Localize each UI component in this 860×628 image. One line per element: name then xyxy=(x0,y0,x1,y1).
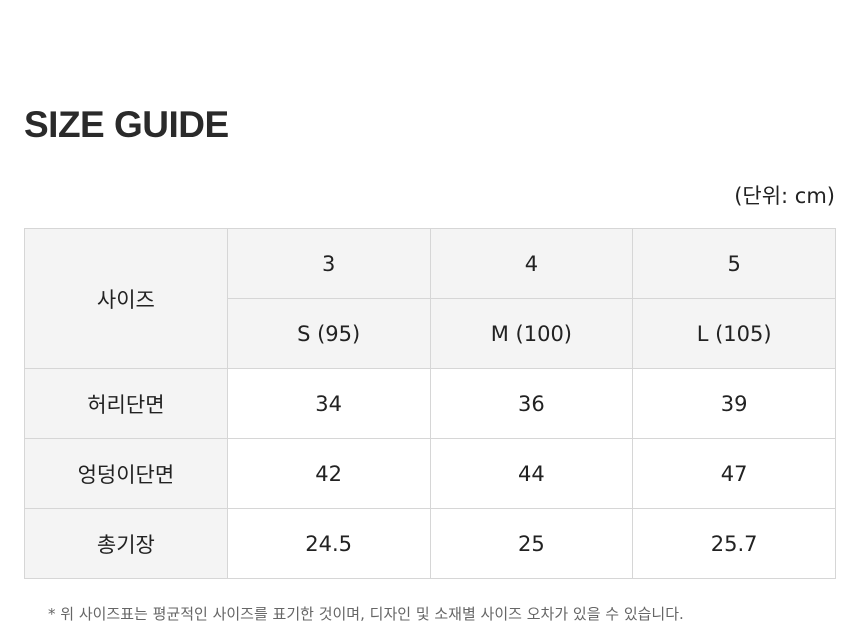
note: * 위 사이즈표는 평균적인 사이즈를 표기한 것이며, 디자인 및 소재별 사… xyxy=(48,605,684,623)
unit-label: (단위: cm) xyxy=(734,184,835,208)
measure-label: 허리단면 xyxy=(24,368,228,439)
measure-value: 25.7 xyxy=(632,508,836,579)
measure-row: 엉덩이단면 42 44 47 xyxy=(24,438,836,509)
measure-label: 총기장 xyxy=(24,508,228,579)
size-table: 사이즈 3 4 5 S (95) M (100) L (105) 허리단면 34 3… xyxy=(24,228,836,579)
size-label-cell: L (105) xyxy=(632,298,836,369)
measure-row: 총기장 24.5 25 25.7 xyxy=(24,508,836,579)
measure-value: 44 xyxy=(429,438,634,509)
measure-value: 42 xyxy=(226,438,431,509)
size-cell: 5 xyxy=(632,228,836,299)
measure-value: 36 xyxy=(429,368,634,439)
size-row: 사이즈 3 4 5 xyxy=(24,228,836,369)
measure-label: 엉덩이단면 xyxy=(24,438,228,509)
measure-value: 24.5 xyxy=(226,508,431,579)
measure-value: 39 xyxy=(632,368,836,439)
size-cell: 4 xyxy=(429,228,634,299)
measure-row: 허리단면 34 36 39 xyxy=(24,368,836,439)
measure-value: 47 xyxy=(632,438,836,509)
size-label-cell: M (100) xyxy=(429,298,634,369)
measure-value: 25 xyxy=(429,508,634,579)
size-label-row: S (95) M (100) L (105) xyxy=(25,298,836,369)
header-label: 사이즈 xyxy=(24,228,228,369)
size-label-cell: S (95) xyxy=(226,298,431,369)
measure-value: 34 xyxy=(226,368,431,439)
size-cell: 3 xyxy=(226,228,431,299)
title: SIZE GUIDE xyxy=(24,104,229,145)
